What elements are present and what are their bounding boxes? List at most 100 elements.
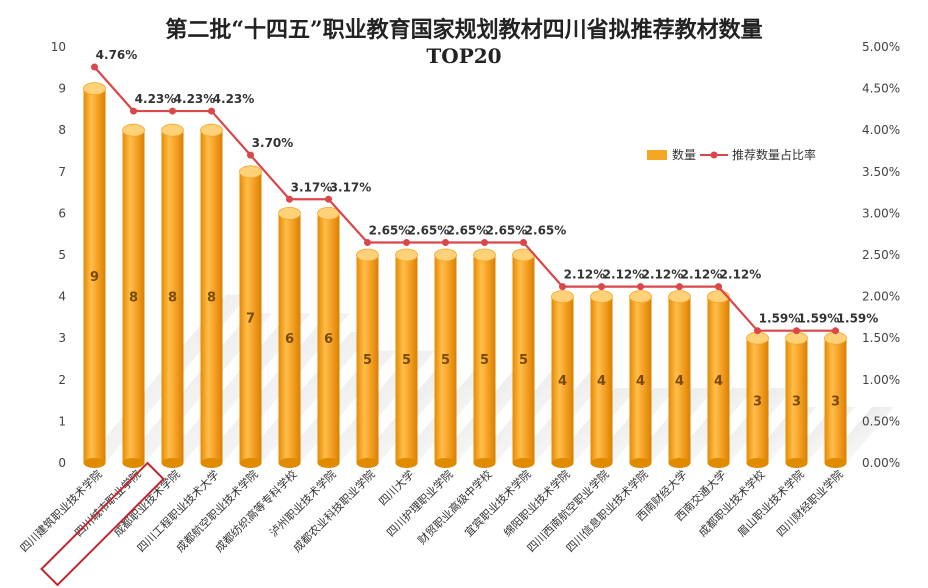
ratio-point [793,327,800,335]
y-tick-label: 0 [58,456,66,470]
bar-body [629,296,652,463]
bar-body [239,171,262,464]
ratio-point [559,283,566,291]
bar-shadow [239,331,373,463]
bar-value-label: 5 [441,353,450,368]
x-tick-label: 宜宾职业技术学院 [461,467,533,539]
y-tick-label: 3 [58,331,66,345]
bar-body [200,130,223,463]
highlight-box [40,461,165,587]
bar-value-label: 4 [597,374,606,389]
ratio-point [403,239,410,247]
bar-top [356,248,379,262]
bar-base [512,458,535,468]
ratio-label: 3.17% [291,180,333,194]
bar-body [434,255,457,463]
bar-top [551,290,574,304]
bar-top [629,290,652,304]
bar-body [122,130,145,463]
bar: 8 [200,123,223,468]
bar-value-label: 8 [207,291,216,306]
bar-base [317,458,340,468]
ratio-point [598,283,605,291]
y-tick-label: 1 [58,414,66,428]
bar-base [161,458,184,468]
y-tick-label: 7 [58,165,66,179]
bar-value-label: 6 [324,332,333,347]
bar: 6 [317,206,340,468]
bar-base [122,458,145,468]
x-tick-label: 财贸职业高级中学校 [415,467,495,547]
bar-body [824,338,847,463]
bar-body [668,296,691,463]
bar-base [551,458,574,468]
bar-top [668,290,691,304]
y2-tick-label: 3.50% [862,165,900,179]
ratio-point [676,283,683,291]
bar-base [590,458,613,468]
ratio-label: 3.17% [330,180,372,194]
x-tick-label: 成都职业技术学院 [110,467,182,539]
y2-tick-label: 4.00% [862,123,900,137]
ratio-label: 4.23% [135,92,177,106]
bar-body [590,296,613,463]
y2-tick-label: 4.50% [862,82,900,96]
bar-value-label: 7 [246,311,255,326]
bar-base [434,458,457,468]
bar: 5 [356,248,379,468]
bar-top [590,290,613,304]
bar-value-label: 5 [363,353,372,368]
y-tick-label: 2 [58,373,66,387]
bar-base [629,458,652,468]
bar: 5 [512,248,535,468]
bar-body [707,296,730,463]
y2-tick-label: 2.00% [862,290,900,304]
ratio-label: 2.65% [525,224,567,238]
legend-marker-ratio [710,151,718,159]
y-tick-label: 8 [58,123,66,137]
ratio-point [325,195,332,203]
bar-base [746,458,769,468]
bar-body [278,213,301,463]
ratio-label: 2.65% [408,224,450,238]
x-tick-label: 四川财经职业学院 [773,467,845,539]
ratio-point [364,239,371,247]
bar-value-label: 3 [792,395,801,410]
bar-top [200,123,223,137]
y2-tick-label: 1.00% [862,373,900,387]
bar: 4 [551,290,574,468]
ratio-point [754,327,761,335]
bar-base [200,458,223,468]
y-tick-label: 10 [51,40,66,54]
bar-top [239,165,262,179]
bar-body [317,213,340,463]
ratio-label: 1.59% [759,312,801,326]
ratio-label: 2.12% [642,268,684,282]
bar-value-label: 6 [285,332,294,347]
legend-swatch-count [647,150,667,160]
bar-base [395,458,418,468]
bar-top [278,206,301,220]
bar-value-label: 3 [753,395,762,410]
x-tick-label: 四川大学 [376,467,417,508]
bar-top [161,123,184,137]
y2-tick-label: 0.00% [862,456,900,470]
ratio-label: 4.23% [213,92,255,106]
ratio-label: 2.65% [486,224,528,238]
ratio-point [91,63,98,71]
bar-base [473,458,496,468]
y-tick-label: 5 [58,248,66,262]
bar-top [317,206,340,220]
y2-tick-label: 2.50% [862,248,900,262]
bar: 5 [473,248,496,468]
legend-label-ratio: 推荐数量占比率 [732,147,816,162]
x-tick-label: 绵阳职业技术学院 [500,467,572,539]
y2-tick-label: 3.00% [862,206,900,220]
bar-base [356,458,379,468]
x-tick-label: 四川护理职业学院 [383,467,455,539]
ratio-label: 4.23% [174,92,216,106]
bar-top [122,123,145,137]
bar: 9 [83,82,106,468]
bar: 4 [629,290,652,468]
